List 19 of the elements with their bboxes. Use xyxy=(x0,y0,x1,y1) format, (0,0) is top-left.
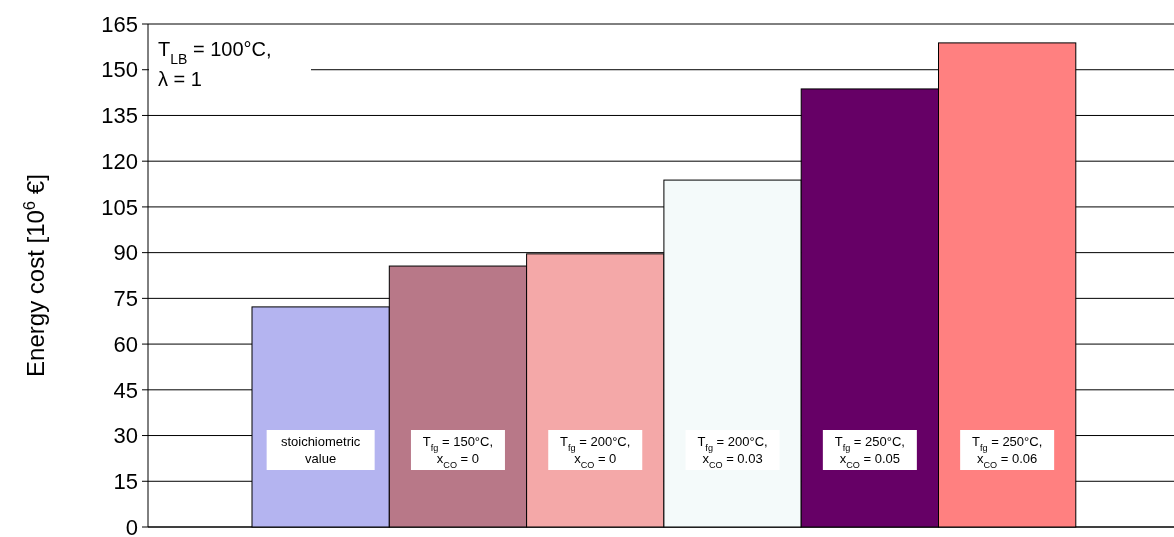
y-tick-label: 60 xyxy=(113,331,138,357)
x-tick-label: T$_{fg}$ = 250°C, x$_{CO}$ = 0.06 xyxy=(972,434,1043,470)
x-tick-label: stoichiometric value xyxy=(280,434,361,466)
y-tick-label: 45 xyxy=(113,377,138,403)
x-tick-label: T$_{fg}$ = 200°C, x$_{CO}$ = 0 xyxy=(560,434,631,470)
annotation: T$_{LB}$ = 100°C, λ = 1 xyxy=(158,38,272,90)
y-tick-label: 90 xyxy=(113,240,138,266)
y-tick-label: 150 xyxy=(101,57,138,83)
x-tick-label: T$_{fg}$ = 200°C, x$_{CO}$ = 0.03 xyxy=(697,434,768,470)
y-tick-label: 135 xyxy=(101,103,138,129)
y-tick-label: 165 xyxy=(101,11,138,37)
x-tick-label: T$_{fg}$ = 150°C, x$_{CO}$ = 0 xyxy=(422,434,494,470)
y-tick-label: 120 xyxy=(101,148,138,174)
y-tick-label: 0 xyxy=(125,514,138,537)
y-tick-label: 75 xyxy=(113,286,138,312)
x-tick-label: T$_{fg}$ = 250°C, x$_{CO}$ = 0.05 xyxy=(834,434,905,470)
y-tick-label: 15 xyxy=(113,468,138,494)
y-tick-label: 105 xyxy=(101,194,138,220)
y-tick-label: 30 xyxy=(113,423,138,449)
